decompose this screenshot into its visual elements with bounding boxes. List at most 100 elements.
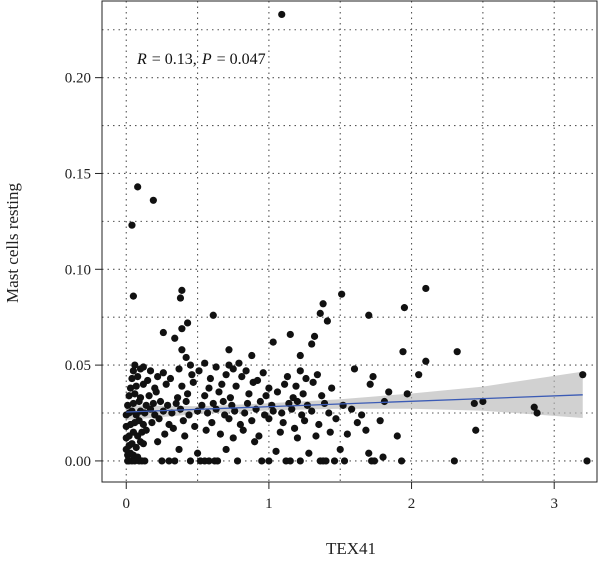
data-point [181, 432, 189, 440]
data-point [179, 417, 187, 425]
data-point [129, 367, 137, 375]
data-point [159, 328, 167, 337]
data-point [205, 457, 213, 465]
data-point [226, 394, 234, 402]
data-point [350, 365, 359, 373]
data-point [154, 373, 162, 381]
data-point [131, 390, 139, 398]
data-point [149, 196, 157, 204]
data-point [256, 397, 264, 406]
data-point [288, 405, 296, 413]
data-point [343, 430, 351, 438]
data-point [191, 422, 199, 431]
data-point [136, 394, 145, 402]
data-point [308, 340, 316, 348]
data-point [422, 357, 430, 365]
data-point [183, 319, 192, 327]
data-point [272, 447, 280, 455]
data-point [158, 457, 166, 465]
data-point [315, 420, 323, 429]
data-point [283, 373, 292, 381]
x-axis: 0 1 2 3 [123, 482, 558, 512]
data-point [470, 399, 478, 408]
data-point [142, 401, 150, 409]
data-point [340, 457, 349, 465]
data-point [203, 409, 212, 417]
data-point [289, 394, 297, 402]
data-point [178, 286, 186, 294]
data-point [328, 384, 336, 392]
data-point [298, 411, 306, 419]
data-point [338, 290, 346, 298]
data-point [229, 434, 237, 442]
data-point [185, 411, 193, 419]
data-point [243, 399, 252, 408]
data-point [175, 445, 183, 454]
data-point [286, 457, 294, 465]
data-point [370, 457, 379, 465]
x-tick-label: 3 [550, 496, 558, 512]
data-point [336, 445, 344, 454]
regression-line [126, 394, 583, 413]
data-point [300, 417, 309, 425]
data-point [188, 371, 196, 379]
data-point [154, 438, 162, 446]
data-point [129, 292, 137, 300]
data-point [279, 418, 287, 427]
data-point [128, 374, 136, 383]
data-point [241, 409, 249, 417]
data-point [310, 332, 319, 340]
data-point [183, 390, 192, 398]
data-point [313, 371, 322, 379]
data-point [219, 397, 227, 406]
data-point [129, 399, 137, 408]
data-point [322, 457, 330, 465]
data-point [276, 428, 284, 436]
data-point [189, 378, 197, 386]
data-point [296, 367, 304, 375]
data-point [164, 401, 172, 409]
data-point [238, 373, 246, 381]
data-point [280, 380, 289, 388]
data-point [178, 346, 186, 354]
x-tick-label: 0 [123, 496, 131, 512]
data-point [399, 348, 407, 356]
data-point [261, 411, 269, 419]
data-point [269, 338, 277, 346]
data-point [149, 399, 157, 408]
data-point [235, 359, 243, 367]
data-point [172, 399, 180, 408]
data-point [422, 284, 430, 293]
data-point [316, 309, 324, 317]
data-point [225, 361, 233, 369]
data-point [186, 361, 195, 369]
data-point [302, 374, 310, 383]
data-point [134, 453, 142, 461]
data-point [161, 430, 169, 438]
data-point [299, 390, 307, 398]
data-point [132, 382, 140, 390]
data-point [193, 449, 202, 457]
data-point [583, 457, 591, 465]
data-point [218, 380, 226, 388]
data-point [472, 426, 480, 434]
data-point [205, 384, 213, 392]
data-point [236, 420, 244, 429]
data-point [221, 411, 229, 419]
data-point [175, 365, 183, 373]
data-point [278, 409, 286, 417]
data-point [193, 407, 202, 415]
data-point [332, 415, 340, 423]
data-point [178, 325, 186, 333]
data-point [415, 371, 423, 379]
data-point [151, 411, 159, 419]
data-point [134, 373, 142, 381]
data-point [453, 348, 461, 356]
data-point [376, 417, 384, 425]
data-point [124, 401, 132, 409]
data-point [146, 367, 155, 375]
data-point [450, 457, 458, 465]
data-point [255, 432, 263, 440]
data-point [330, 457, 339, 465]
